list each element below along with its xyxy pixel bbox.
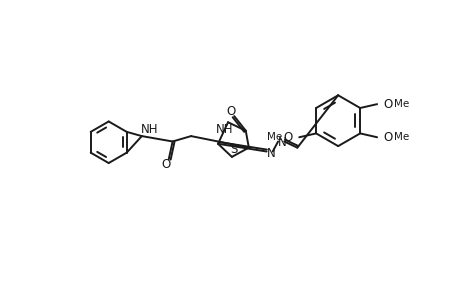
Text: Me: Me <box>266 132 282 142</box>
Text: NH: NH <box>216 123 233 136</box>
Text: N: N <box>266 146 275 160</box>
Text: O: O <box>226 105 235 118</box>
Text: O: O <box>382 98 392 111</box>
Text: O: O <box>382 131 392 144</box>
Text: Me: Me <box>393 132 409 142</box>
Text: O: O <box>162 158 171 171</box>
Text: Me: Me <box>393 99 409 109</box>
Text: NH: NH <box>140 123 158 136</box>
Text: O: O <box>283 131 292 144</box>
Text: N: N <box>278 136 286 149</box>
Text: S: S <box>230 143 237 157</box>
